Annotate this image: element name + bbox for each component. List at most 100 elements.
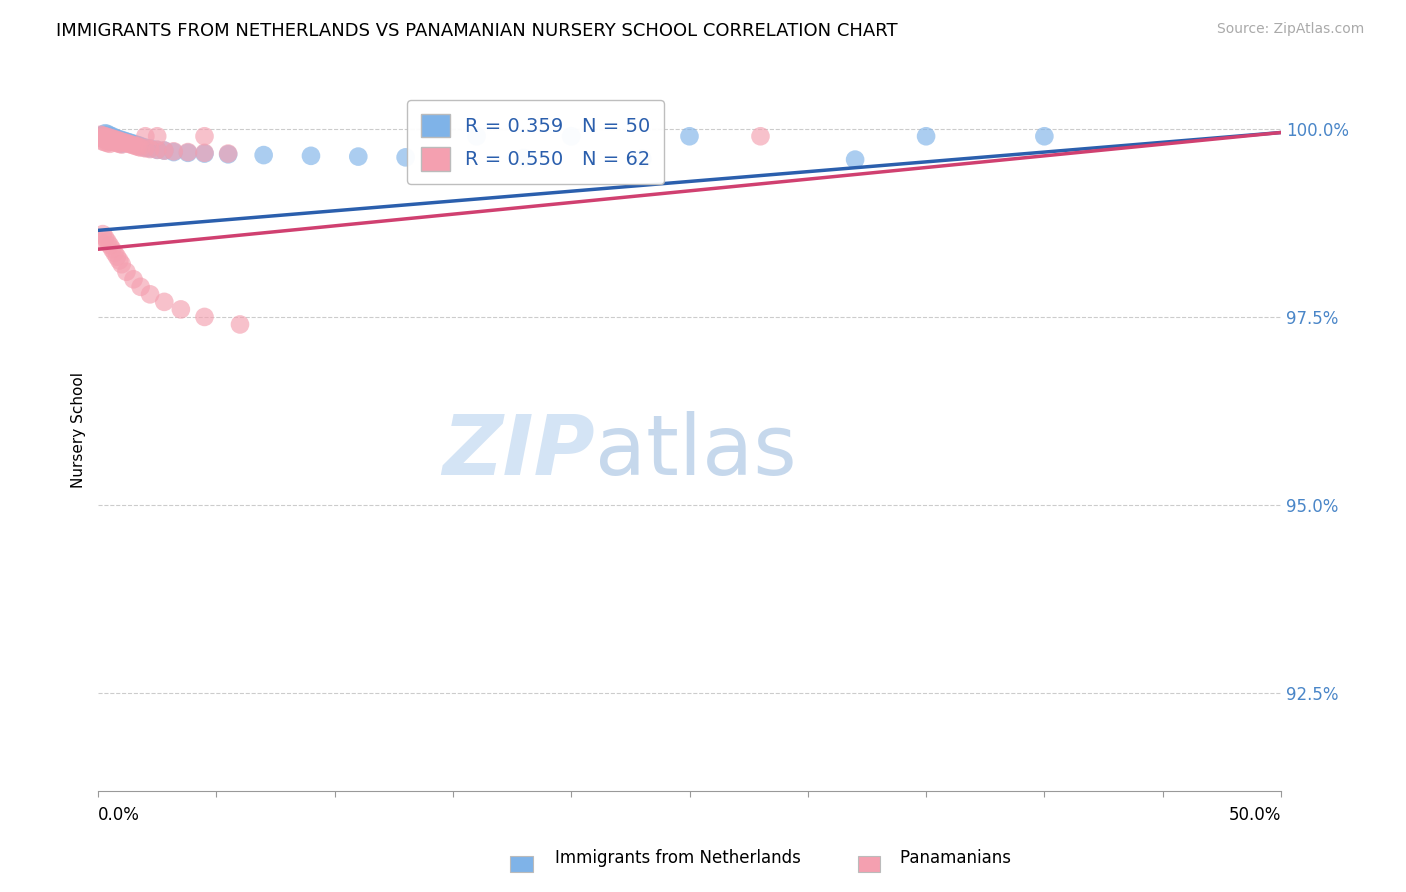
Point [193, 146, 215, 161]
Point [96, 130, 118, 145]
Point [118, 136, 141, 150]
Point [115, 265, 138, 279]
Point [105, 250, 128, 264]
Point [94, 132, 117, 146]
Point [111, 137, 134, 152]
Text: atlas: atlas [595, 411, 797, 492]
Point [122, 138, 145, 153]
Text: Source: ZipAtlas.com: Source: ZipAtlas.com [1216, 22, 1364, 37]
Point [118, 136, 141, 151]
Point [631, 152, 654, 166]
Point [134, 140, 156, 154]
Point [91, 130, 114, 145]
Point [678, 129, 700, 144]
Point [108, 253, 131, 268]
Point [91, 135, 114, 149]
Point [89, 128, 111, 142]
Point [98, 136, 121, 151]
Point [170, 302, 193, 317]
Point [177, 145, 200, 160]
Point [347, 150, 370, 164]
Point [101, 242, 124, 256]
Point [101, 135, 124, 149]
Point [94, 231, 117, 245]
Point [98, 134, 121, 148]
Point [915, 129, 938, 144]
Point [96, 133, 118, 147]
Point [163, 145, 186, 159]
Point [139, 141, 162, 155]
Legend: R = 0.359   N = 50, R = 0.550   N = 62: R = 0.359 N = 50, R = 0.550 N = 62 [408, 100, 664, 185]
Text: Immigrants from Netherlands: Immigrants from Netherlands [534, 849, 801, 867]
Point [101, 131, 124, 145]
Point [104, 136, 127, 150]
Point [163, 145, 186, 159]
Point [122, 136, 145, 151]
Point [89, 129, 111, 144]
Point [96, 235, 118, 249]
Point [89, 130, 111, 145]
Point [139, 287, 162, 301]
Point [125, 139, 148, 153]
Point [394, 150, 416, 164]
Point [217, 147, 239, 161]
Point [94, 129, 117, 144]
Point [96, 136, 118, 150]
Point [125, 137, 148, 152]
Point [108, 132, 131, 146]
Y-axis label: Nursery School: Nursery School [72, 372, 86, 488]
Point [177, 145, 200, 159]
Point [98, 238, 121, 252]
Point [108, 134, 131, 148]
Point [94, 136, 117, 150]
Point [89, 235, 111, 249]
Point [104, 134, 127, 148]
Point [105, 131, 128, 145]
Point [96, 130, 118, 145]
Point [253, 148, 276, 162]
Point [153, 144, 176, 158]
Point [98, 135, 121, 149]
Point [120, 136, 142, 150]
Point [105, 135, 128, 149]
Point [465, 129, 488, 144]
Point [120, 137, 142, 152]
Point [112, 136, 135, 150]
Point [134, 129, 156, 144]
Point [91, 227, 114, 241]
Point [115, 135, 138, 149]
Point [193, 145, 215, 160]
Point [91, 128, 114, 142]
Point [108, 136, 131, 151]
Point [229, 318, 252, 332]
Text: Panamanians: Panamanians [879, 849, 1011, 867]
Point [111, 133, 134, 147]
Text: ZIP: ZIP [443, 411, 595, 492]
Point [104, 130, 127, 145]
Point [129, 140, 152, 154]
Point [105, 136, 128, 150]
Point [129, 280, 152, 294]
Point [1033, 129, 1056, 144]
Point [139, 142, 162, 156]
Point [94, 126, 117, 140]
Point [513, 151, 536, 165]
Point [749, 129, 772, 144]
Point [111, 257, 134, 271]
Point [193, 310, 215, 324]
Text: IMMIGRANTS FROM NETHERLANDS VS PANAMANIAN NURSERY SCHOOL CORRELATION CHART: IMMIGRANTS FROM NETHERLANDS VS PANAMANIA… [56, 22, 898, 40]
Point [98, 131, 121, 145]
Point [91, 128, 114, 143]
Point [98, 128, 121, 143]
Point [98, 130, 121, 145]
Point [96, 133, 118, 147]
Point [101, 129, 124, 144]
Text: 0.0%: 0.0% [98, 806, 141, 824]
Point [112, 134, 135, 148]
Point [193, 129, 215, 144]
Point [94, 129, 117, 144]
Point [560, 129, 582, 144]
Point [104, 132, 127, 146]
Point [153, 294, 176, 309]
Point [127, 140, 149, 154]
